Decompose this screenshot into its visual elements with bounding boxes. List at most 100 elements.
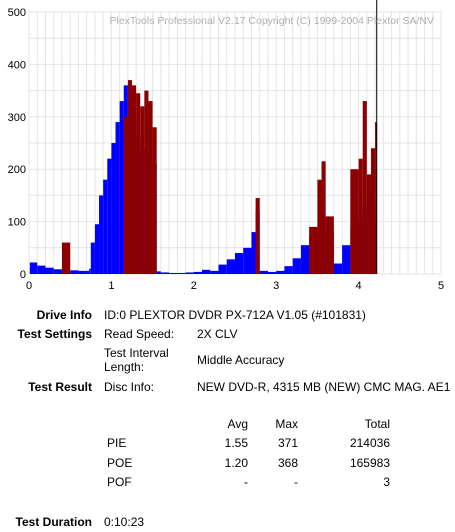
pie-bar: [235, 253, 244, 274]
poe-bar: [132, 85, 137, 274]
pie-bar: [292, 258, 301, 274]
chart-bars: [29, 80, 377, 275]
col-header-avg: Avg: [227, 417, 248, 431]
poe-bar: [321, 161, 326, 274]
poe-bar: [325, 216, 334, 274]
poe-bar: [375, 122, 377, 274]
disc-info-value: NEW DVD-R, 4315 MB (NEW) CMC MAG. AE1: [197, 380, 451, 394]
disc-info-label: Disc Info:: [104, 380, 155, 394]
pie-bar: [53, 269, 62, 274]
x-tick-label: 5: [438, 280, 444, 292]
drive-info-label: Drive Info: [36, 308, 92, 322]
pie-bar: [86, 270, 90, 274]
stat-name: PIE: [107, 436, 127, 450]
poe-bar: [317, 179, 322, 274]
stat-total: 3: [383, 475, 390, 489]
test-interval-label-line1: Test Interval: [104, 346, 169, 360]
test-interval-value: Middle Accuracy: [197, 353, 285, 367]
pie-bar: [90, 242, 95, 274]
pie-bar: [111, 143, 116, 274]
pie-bar: [78, 270, 87, 274]
poe-bar: [123, 116, 128, 274]
pie-bar: [115, 122, 120, 274]
test-interval-label-line2: Length:: [104, 360, 145, 374]
pie-bar: [210, 270, 219, 274]
col-header-max: Max: [275, 417, 298, 431]
pie-bar: [243, 247, 252, 274]
x-axis-tick-labels: 0 1 2 3 4 5: [26, 280, 444, 292]
pie-bar: [300, 245, 310, 274]
x-tick-label: 3: [273, 280, 279, 292]
test-result-label: Test Result: [28, 380, 92, 394]
pie-bar: [160, 272, 170, 274]
drive-info-value: ID:0 PLEXTOR DVDR PX-712A V1.05 (#101831…: [104, 308, 366, 322]
chart-watermark: PlexTools Professional V2.17 Copyright (…: [110, 15, 435, 27]
y-axis-tick-labels: 0 100 200 300 400 500: [8, 7, 26, 281]
pie-bar: [218, 264, 227, 274]
poe-bar: [309, 226, 318, 274]
pie-bar: [29, 262, 38, 274]
test-settings-label: Test Settings: [17, 327, 92, 341]
pie-bar: [94, 224, 100, 274]
pie-bar: [45, 267, 54, 274]
test-duration-label: Test Duration: [15, 515, 92, 529]
y-tick-label: 200: [8, 164, 26, 176]
x-tick-label: 0: [26, 280, 32, 292]
poe-bar: [152, 127, 157, 274]
pie-bar: [226, 259, 235, 274]
poe-bar: [127, 80, 132, 275]
pie-bar: [119, 101, 124, 274]
poe-bar: [366, 174, 371, 274]
poe-bar: [148, 101, 153, 274]
stat-max: 368: [277, 456, 298, 470]
poe-bar: [362, 101, 367, 274]
pie-bar: [202, 269, 211, 274]
pie-bar: [193, 271, 203, 274]
stat-max: -: [294, 475, 298, 489]
error-rate-chart: PlexTools Professional V2.17 Copyright (…: [8, 0, 444, 292]
pie-bar: [37, 265, 46, 274]
poe-bar: [144, 90, 149, 274]
pie-bar: [185, 272, 194, 274]
pie-bar: [284, 266, 293, 274]
x-tick-label: 1: [108, 280, 114, 292]
pie-bar: [99, 195, 104, 274]
poe-bar: [255, 198, 260, 274]
stat-total: 214036: [349, 436, 390, 450]
stat-name: POF: [107, 475, 132, 489]
col-header-total: Total: [364, 417, 390, 431]
poe-bar: [136, 93, 141, 274]
stat-avg: 1.20: [224, 456, 248, 470]
poe-bar: [370, 148, 376, 274]
pie-bar: [177, 272, 186, 274]
poe-bar: [350, 169, 359, 274]
pie-bar: [251, 232, 256, 274]
y-tick-label: 100: [8, 217, 26, 229]
stat-total: 165983: [349, 456, 390, 470]
pie-bar: [156, 271, 161, 274]
pie-bar: [169, 272, 178, 274]
y-tick-label: 300: [8, 112, 26, 124]
pie-bar: [259, 270, 268, 274]
pie-bar: [333, 263, 343, 274]
pie-bar: [267, 271, 277, 274]
pie-bar: [103, 179, 108, 274]
poe-bar: [358, 158, 363, 274]
y-tick-label: 0: [20, 269, 26, 281]
poe-bar: [140, 106, 145, 274]
stat-max: 371: [277, 436, 298, 450]
stat-avg: -: [244, 475, 248, 489]
y-tick-label: 400: [8, 59, 26, 71]
stat-name: POE: [107, 456, 133, 470]
pie-bar: [107, 158, 112, 274]
pie-bar: [342, 245, 351, 274]
x-tick-label: 2: [191, 280, 197, 292]
y-tick-label: 500: [8, 7, 26, 19]
pie-bar: [276, 270, 285, 274]
test-duration-value: 0:10:23: [104, 515, 145, 529]
x-tick-label: 4: [356, 280, 362, 292]
stat-avg: 1.55: [224, 436, 248, 450]
pie-bar: [89, 268, 91, 274]
read-speed-value: 2X CLV: [197, 327, 238, 341]
read-speed-label: Read Speed:: [104, 327, 175, 341]
